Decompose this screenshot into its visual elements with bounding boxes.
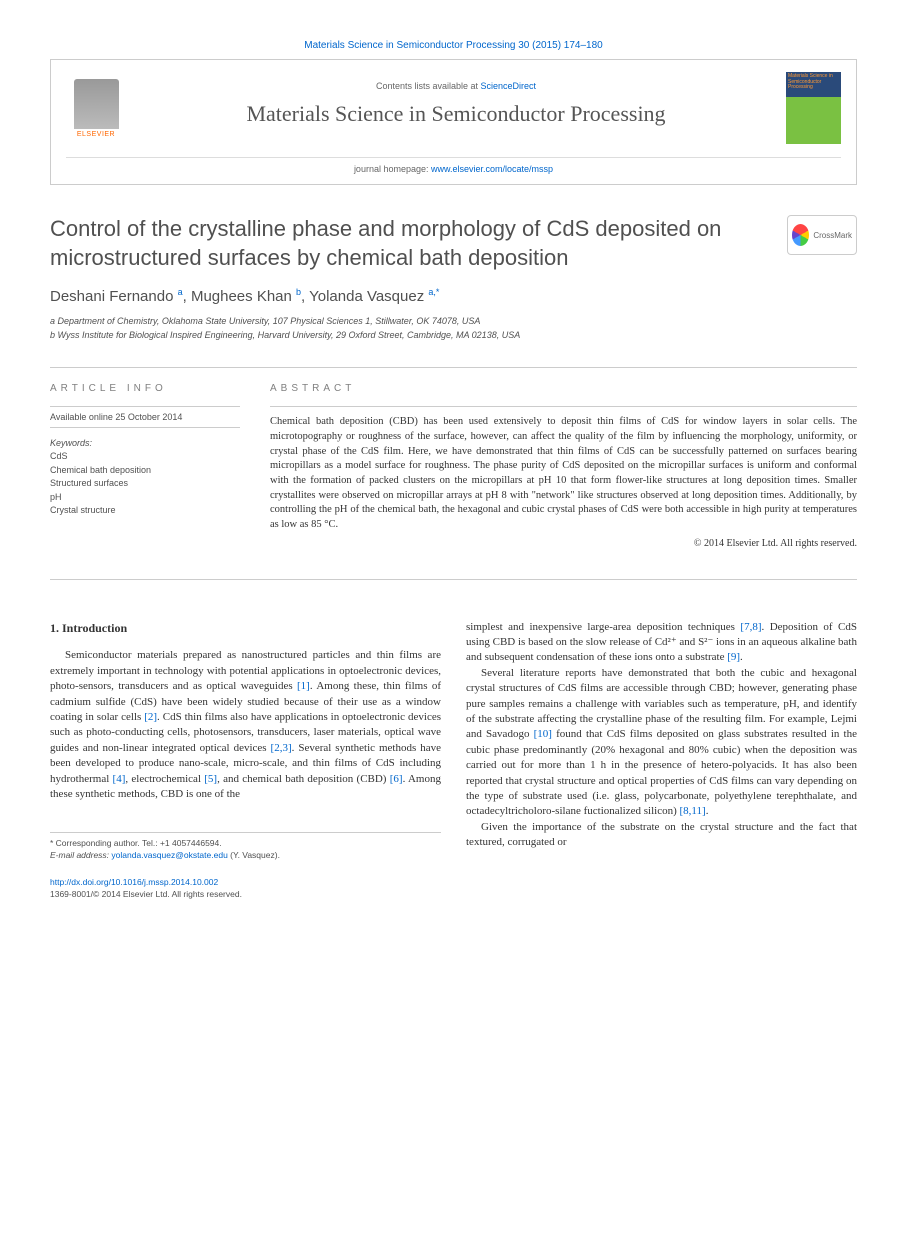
article-info-heading: article info — [50, 383, 240, 394]
journal-cover-thumb: Materials Science in Semiconductor Proce… — [786, 72, 841, 144]
keywords-label: Keywords: — [50, 438, 240, 448]
abstract-heading: abstract — [270, 383, 857, 394]
homepage-link[interactable]: www.elsevier.com/locate/mssp — [431, 164, 553, 174]
citation-line: Materials Science in Semiconductor Proce… — [50, 40, 857, 51]
doi-link[interactable]: http://dx.doi.org/10.1016/j.mssp.2014.10… — [50, 877, 218, 887]
journal-header-box: ELSEVIER Contents lists available at Sci… — [50, 59, 857, 185]
authors-line: Deshani Fernando a, Mughees Khan b, Yola… — [50, 287, 857, 305]
intro-para-3: Given the importance of the substrate on… — [466, 820, 857, 851]
intro-para-1-cont: simplest and inexpensive large-area depo… — [466, 620, 857, 666]
email-line: E-mail address: yolanda.vasquez@okstate.… — [50, 850, 441, 862]
elsevier-logo: ELSEVIER — [66, 73, 126, 143]
keywords-list: CdSChemical bath depositionStructured su… — [50, 450, 240, 518]
body-column-right: simplest and inexpensive large-area depo… — [466, 620, 857, 901]
homepage-prefix: journal homepage: — [354, 164, 431, 174]
ref-link[interactable]: [9] — [727, 651, 740, 663]
body-column-left: 1. Introduction Semiconductor materials … — [50, 620, 441, 901]
article-info-column: article info Available online 25 October… — [50, 383, 240, 549]
footer-block: http://dx.doi.org/10.1016/j.mssp.2014.10… — [50, 877, 441, 901]
affiliation-b: b Wyss Institute for Biological Inspired… — [50, 329, 857, 343]
body-columns: 1. Introduction Semiconductor materials … — [50, 620, 857, 901]
available-online-line: Available online 25 October 2014 — [50, 406, 240, 428]
author-email-link[interactable]: yolanda.vasquez@okstate.edu — [111, 850, 227, 860]
ref-link[interactable]: [4] — [113, 773, 126, 785]
ref-link[interactable]: [10] — [534, 728, 552, 740]
crossmark-icon — [792, 224, 809, 246]
journal-name: Materials Science in Semiconductor Proce… — [136, 101, 776, 127]
contents-available-line: Contents lists available at ScienceDirec… — [136, 81, 776, 91]
section-divider — [50, 579, 857, 580]
crossmark-badge[interactable]: CrossMark — [787, 215, 857, 255]
article-title: Control of the crystalline phase and mor… — [50, 215, 787, 272]
affiliations-block: a Department of Chemistry, Oklahoma Stat… — [50, 315, 857, 342]
elsevier-label: ELSEVIER — [77, 131, 115, 138]
footnote-block: * Corresponding author. Tel.: +1 4057446… — [50, 832, 441, 862]
issn-copyright-line: 1369-8001/© 2014 Elsevier Ltd. All right… — [50, 889, 441, 901]
intro-para-2: Several literature reports have demonstr… — [466, 666, 857, 820]
ref-link[interactable]: [2,3] — [271, 742, 292, 754]
abstract-column: abstract Chemical bath deposition (CBD) … — [270, 383, 857, 549]
introduction-heading: 1. Introduction — [50, 620, 441, 637]
abstract-copyright: © 2014 Elsevier Ltd. All rights reserved… — [270, 538, 857, 549]
abstract-text: Chemical bath deposition (CBD) has been … — [270, 406, 857, 533]
ref-link[interactable]: [5] — [204, 773, 217, 785]
intro-para-1: Semiconductor materials prepared as nano… — [50, 648, 441, 802]
ref-link[interactable]: [2] — [144, 711, 157, 723]
ref-link[interactable]: [8,11] — [680, 805, 706, 817]
homepage-line: journal homepage: www.elsevier.com/locat… — [66, 157, 841, 174]
ref-link[interactable]: [7,8] — [740, 621, 761, 633]
ref-link[interactable]: [1] — [297, 680, 310, 692]
contents-prefix: Contents lists available at — [376, 81, 481, 91]
corresponding-author-line: * Corresponding author. Tel.: +1 4057446… — [50, 838, 441, 850]
affiliation-a: a Department of Chemistry, Oklahoma Stat… — [50, 315, 857, 329]
journal-cover-title: Materials Science in Semiconductor Proce… — [786, 72, 841, 93]
elsevier-tree-icon — [74, 79, 119, 129]
section-divider — [50, 367, 857, 368]
ref-link[interactable]: [6] — [390, 773, 403, 785]
crossmark-label: CrossMark — [813, 231, 852, 240]
sciencedirect-link[interactable]: ScienceDirect — [481, 81, 537, 91]
